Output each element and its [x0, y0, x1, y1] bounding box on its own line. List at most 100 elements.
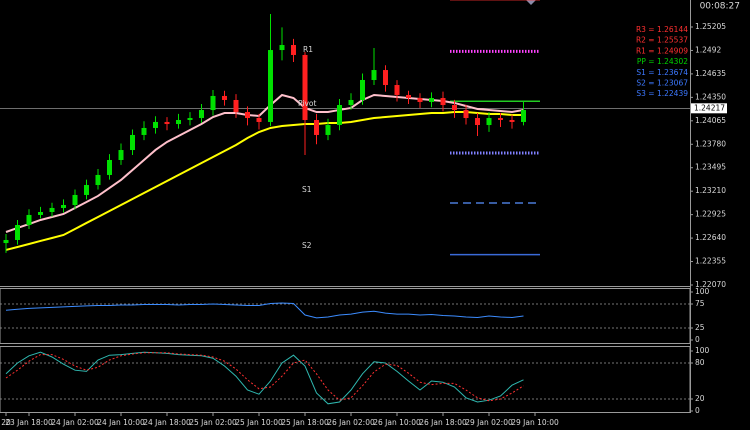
candle-body — [26, 214, 32, 226]
y-tick-label: 1.22640 — [695, 233, 726, 242]
candle-body — [417, 98, 423, 102]
candle-body — [130, 134, 135, 151]
y-tick-label: 1.23495 — [695, 163, 726, 172]
candle-body — [176, 119, 181, 125]
indicator-pane — [0, 351, 690, 405]
current-price-box — [691, 103, 727, 114]
y-tick-label: 1.24350 — [695, 92, 726, 101]
candle-body — [245, 112, 250, 119]
pivot-legend: R3 = 1.26144 — [636, 25, 688, 34]
y-tick-label: 1.22355 — [695, 257, 726, 266]
candle-body — [141, 127, 147, 135]
pivot-legend: S2 = 1.23067 — [636, 79, 688, 88]
axes: 1.25205 1.2492 1.24635 1.24350 1.24065 1.2378… — [1, 22, 727, 427]
indicator-line — [5, 351, 524, 405]
pivot-legend: S3 = 1.22439 — [636, 89, 688, 98]
y-tick-label: 1.23210 — [695, 186, 726, 195]
candle-body — [210, 95, 216, 111]
y-tick-label: 1.2492 — [695, 45, 721, 54]
pane-border — [0, 346, 691, 413]
candle-body — [95, 174, 101, 186]
x-tick-label: 24 Jan 10:00 — [97, 418, 145, 427]
candle-body — [268, 50, 273, 122]
candle-body — [498, 118, 503, 120]
candle-body — [521, 110, 526, 122]
y-tick-label: 80 — [695, 358, 705, 367]
indicator-line — [5, 352, 524, 402]
annotation: S2 — [302, 241, 312, 250]
candle-body — [371, 70, 377, 80]
candle-body — [348, 99, 354, 106]
candle-body — [440, 98, 446, 106]
candle-body — [72, 194, 78, 206]
candle-body — [406, 94, 411, 99]
indicator-pane — [0, 302, 690, 329]
candle-body — [15, 225, 20, 240]
shift-marker — [526, 0, 536, 5]
annotation: S1 — [302, 185, 312, 194]
x-tick-label: 29 Jan 02:00 — [465, 418, 513, 427]
x-tick-label: 26 Jan 02:00 — [327, 418, 375, 427]
pane-border — [0, 288, 691, 344]
candle-body — [509, 119, 515, 122]
candle-body — [49, 207, 55, 213]
candle-body — [291, 45, 296, 55]
y-tick-label: 100 — [695, 346, 710, 355]
candle-body — [84, 185, 89, 195]
candle-body — [475, 118, 480, 126]
candle-body — [383, 70, 388, 86]
x-tick-label: 25 Jan 02:00 — [189, 418, 237, 427]
y-tick-label: 75 — [695, 299, 705, 308]
pivot-legend: PP = 1.24302 — [637, 57, 688, 66]
candle-body — [61, 205, 66, 208]
candle-body — [463, 110, 469, 119]
x-tick-label: 29 Jan 10:00 — [511, 418, 559, 427]
candle-body — [394, 85, 400, 95]
candle-body — [279, 45, 285, 51]
y-tick-label: 1.24065 — [695, 116, 726, 125]
indicator-line — [5, 111, 524, 251]
candle-body — [337, 105, 342, 126]
y-tick-label: 0 — [695, 335, 700, 344]
candle-body — [187, 118, 193, 120]
candle-body — [153, 121, 158, 128]
candle-body — [325, 125, 331, 135]
candle-body — [360, 79, 365, 100]
x-tick-label: 24 Jan 18:00 — [143, 418, 191, 427]
candle-body — [3, 239, 9, 244]
annotation: R1 — [303, 45, 313, 54]
y-tick-label: 20 — [695, 394, 705, 403]
candle-body — [314, 119, 319, 135]
indicator-line — [5, 302, 524, 319]
pivot-legend: R1 = 1.24909 — [636, 46, 688, 55]
indicator-line — [5, 93, 524, 233]
x-tick-label: 24 Jan 02:00 — [51, 418, 99, 427]
x-tick-label: 25 Jan 10:00 — [235, 418, 283, 427]
x-tick-label: 26 Jan 10:00 — [373, 418, 421, 427]
candle-body — [222, 95, 227, 100]
annotation: Pivot — [298, 99, 316, 108]
candle-body — [486, 118, 492, 126]
x-tick-label: 23 Jan 18:00 — [5, 418, 53, 427]
candle-body — [429, 98, 434, 102]
y-tick-label: 100 — [695, 287, 710, 296]
pivot-legend: R2 = 1.25537 — [636, 36, 688, 45]
candle-body — [302, 54, 308, 120]
y-tick-label: 0 — [695, 406, 700, 415]
y-tick-label: 1.25205 — [695, 22, 726, 31]
main-pane: R1 Pivot S1 S2 — [0, 0, 690, 256]
candle-body — [233, 99, 239, 113]
y-tick-label: 1.23780 — [695, 139, 726, 148]
x-tick-label: 25 Jan 18:00 — [281, 418, 329, 427]
y-tick-label: 1.24635 — [695, 69, 726, 78]
current-price-label: 1.24217 — [694, 103, 725, 112]
candle-body — [452, 105, 457, 111]
x-tick-label: 20 — [1, 418, 11, 427]
candle-body — [256, 118, 262, 122]
timer: 00:08:27 — [700, 2, 740, 12]
candle-body — [164, 121, 170, 125]
candle-body — [107, 159, 112, 175]
candle-body — [118, 150, 124, 160]
pivot-legend: S1 = 1.23674 — [636, 68, 688, 77]
